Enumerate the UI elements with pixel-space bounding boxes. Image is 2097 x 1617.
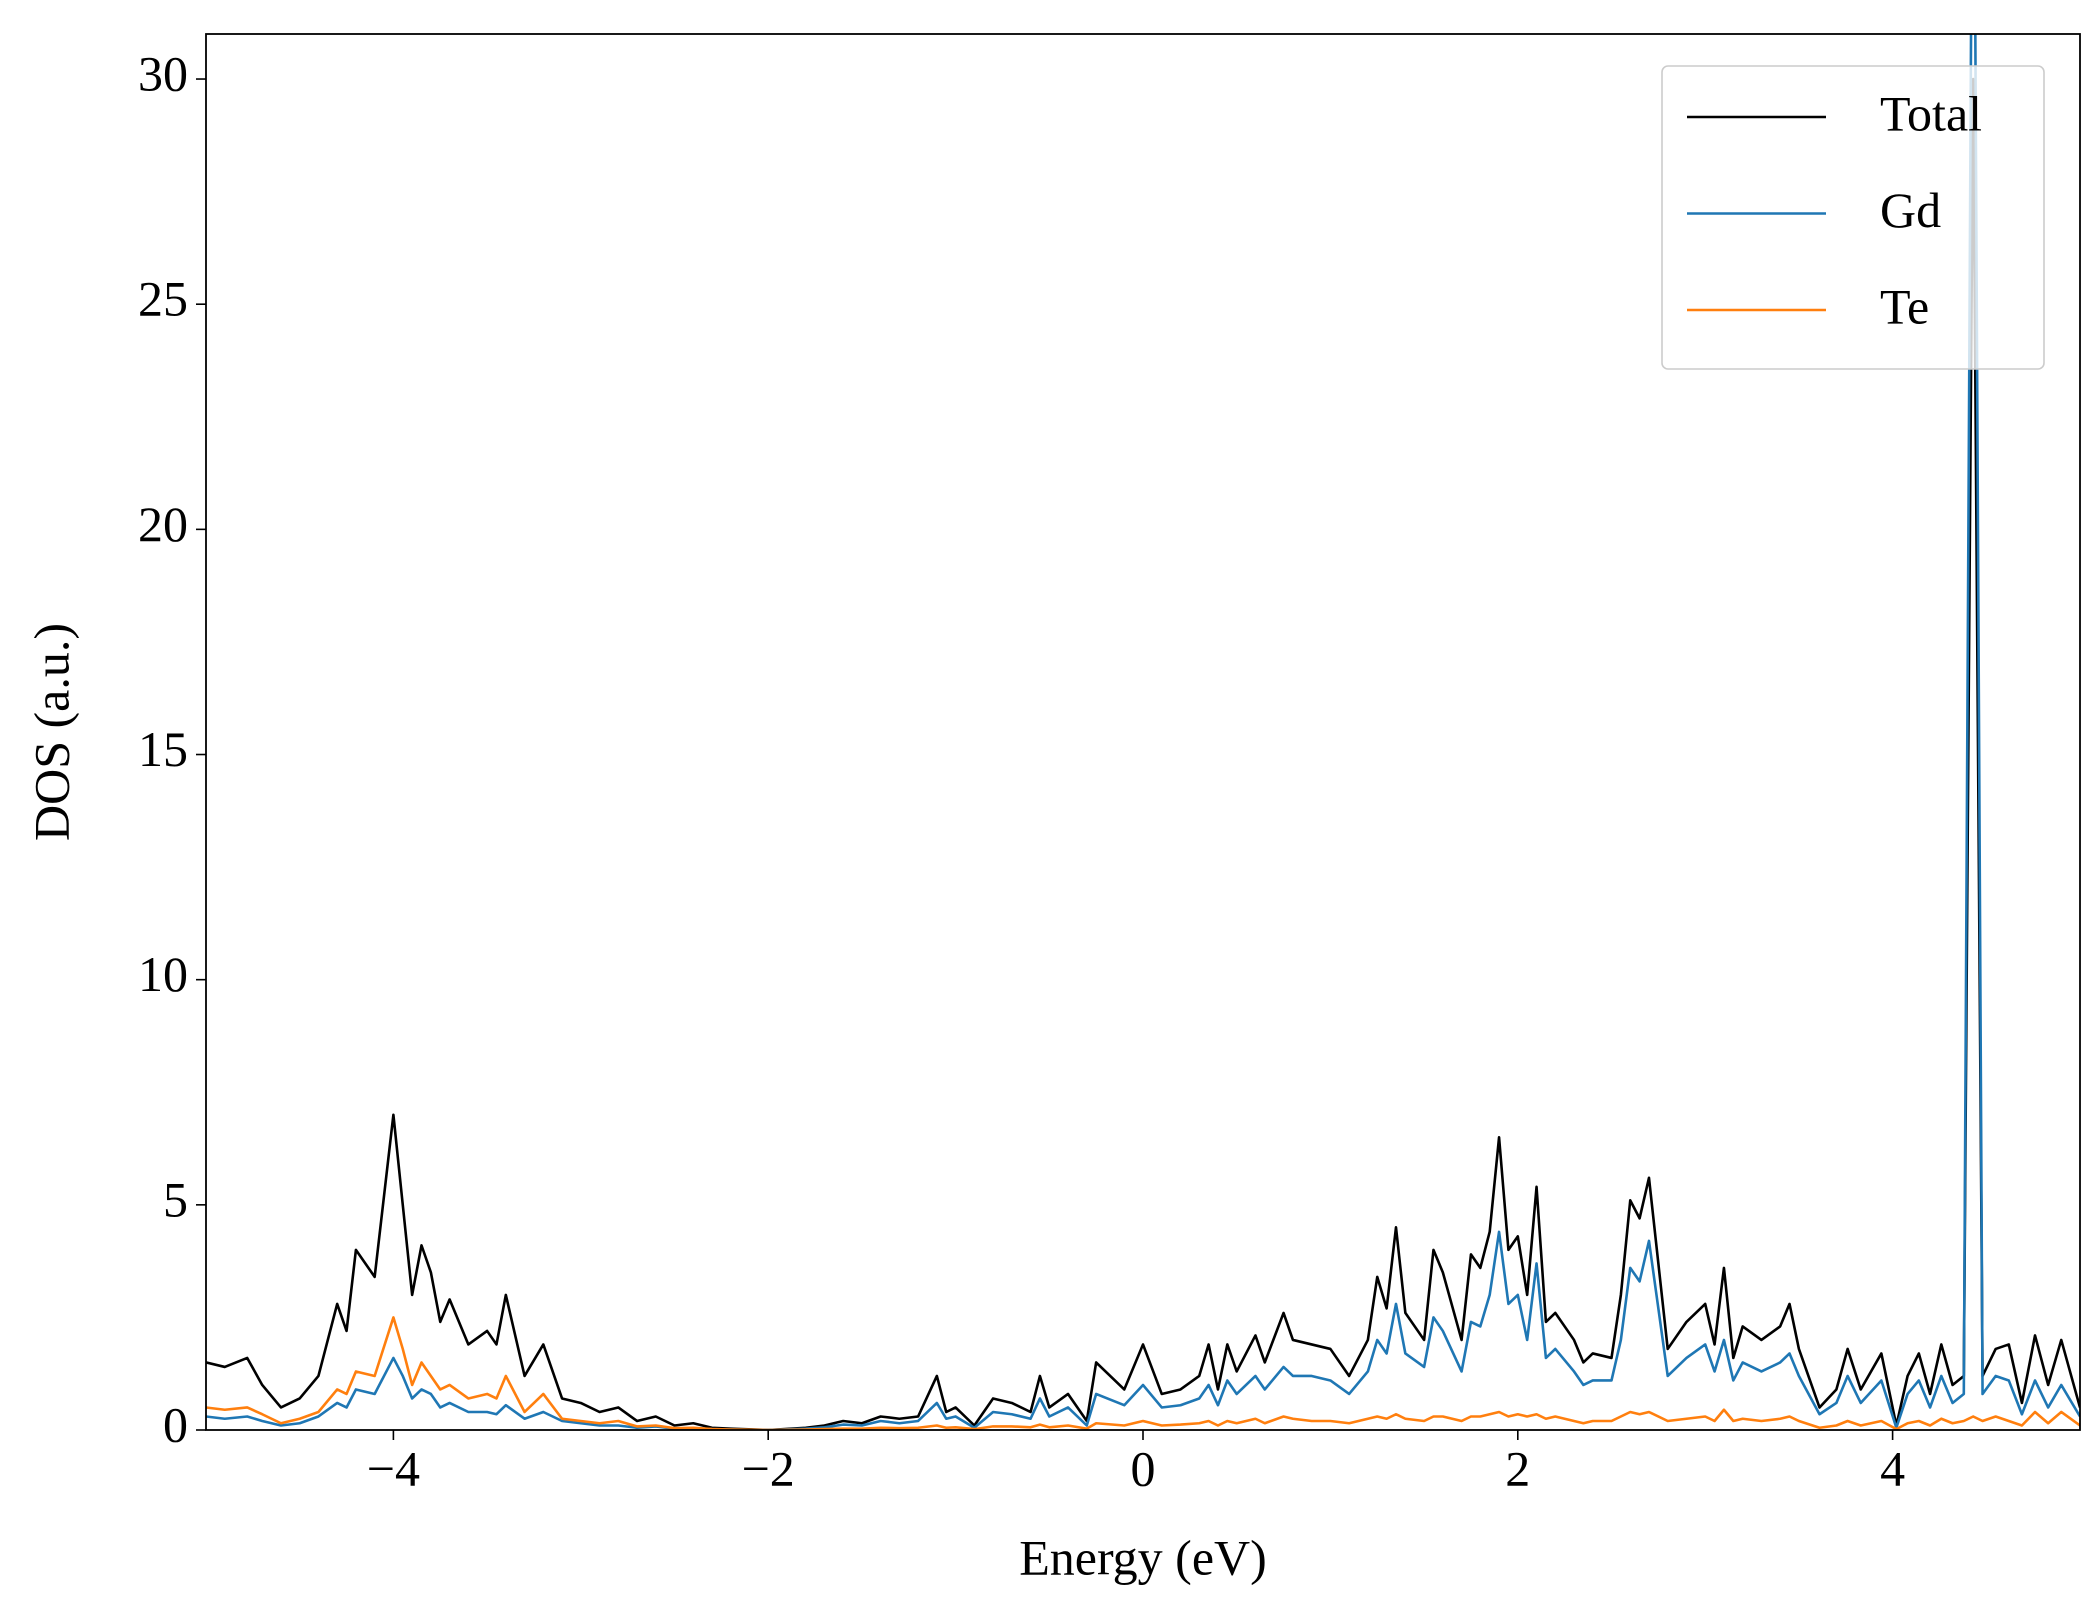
x-tick-label: −4 [367,1440,420,1496]
axes-frame [205,33,2081,1431]
y-tick-label: 20 [138,496,188,552]
line-series [206,1316,2080,1430]
y-tick-label: 5 [163,1171,188,1227]
y-axis-label: DOS (a.u.) [23,623,79,841]
legend-box [1661,65,2045,370]
y-tick-label: 25 [138,271,188,327]
legend-label: Gd [1880,182,1941,238]
y-tick-label: 0 [163,1396,188,1452]
x-axis-label: Energy (eV) [1019,1529,1267,1585]
line-series [206,77,2080,1430]
x-tick-label: −2 [742,1440,795,1496]
y-tick-label: 30 [138,46,188,102]
plot-area [206,34,2080,1430]
y-tick-label: 10 [138,946,188,1002]
legend-label: Total [1880,85,1982,141]
x-tick-label: 0 [1131,1440,1156,1496]
line-series [206,34,2080,1430]
x-tick-label: 2 [1505,1440,1530,1496]
x-tick-label: 4 [1880,1440,1905,1496]
y-tick-label: 15 [138,721,188,777]
legend-label: Te [1880,278,1929,334]
